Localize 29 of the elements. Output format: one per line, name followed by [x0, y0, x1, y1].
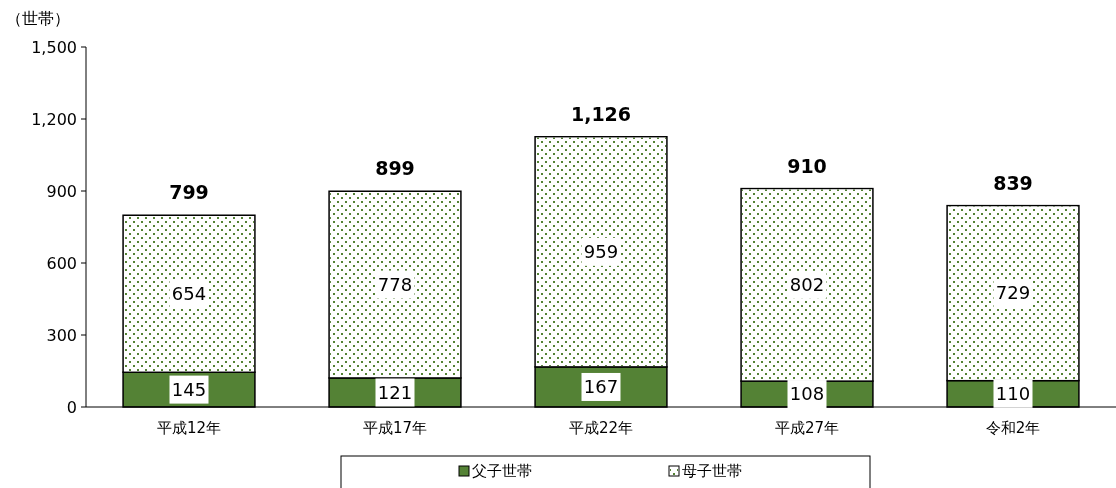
data-label: 959 — [583, 241, 619, 263]
total-label: 799 — [169, 181, 209, 204]
y-tick-label: 0 — [66, 397, 77, 417]
legend-label: 父子世帯 — [472, 462, 532, 481]
total-label: 910 — [787, 154, 827, 177]
data-label: 121 — [377, 381, 413, 403]
y-tick-label: 300 — [46, 325, 77, 345]
y-tick-label: 600 — [46, 253, 77, 273]
total-label: 839 — [993, 171, 1033, 194]
total-label: 899 — [375, 157, 415, 180]
y-axis-title: （世帯） — [6, 9, 70, 28]
data-label: 729 — [995, 282, 1031, 304]
x-tick-label: 平成12年 — [156, 419, 222, 437]
data-label: 110 — [995, 383, 1031, 405]
data-label: 802 — [789, 274, 825, 296]
y-tick-label: 1,200 — [31, 109, 77, 129]
x-tick-label: 平成22年 — [568, 419, 634, 437]
y-tick-label: 1,500 — [31, 37, 77, 57]
x-tick-label: 平成27年 — [774, 419, 840, 437]
total-label: 1,126 — [570, 102, 632, 125]
x-tick-label: 平成17年 — [362, 419, 428, 437]
data-label: 654 — [171, 283, 207, 305]
data-label: 778 — [377, 273, 413, 295]
legend-label: 母子世帯 — [682, 462, 742, 481]
y-tick-label: 900 — [46, 181, 77, 201]
data-label: 167 — [583, 376, 619, 398]
x-tick-label: 令和2年 — [985, 419, 1041, 437]
data-label: 145 — [171, 378, 207, 400]
data-label: 108 — [789, 383, 825, 405]
